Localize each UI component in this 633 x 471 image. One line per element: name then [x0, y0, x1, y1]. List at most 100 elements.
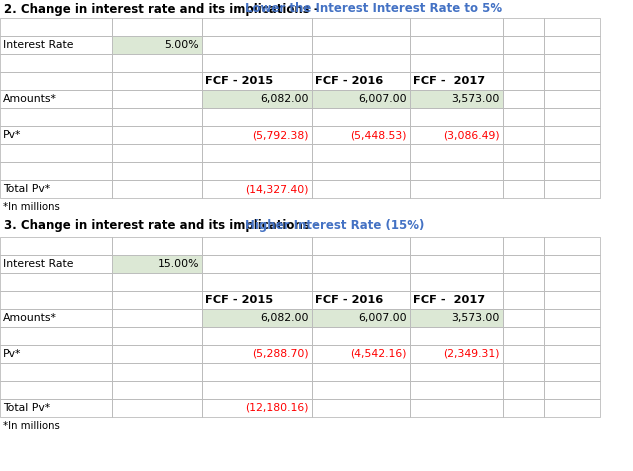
- Bar: [312, 54, 410, 72]
- Bar: [312, 309, 410, 327]
- Bar: [312, 90, 410, 108]
- Bar: [544, 108, 600, 126]
- Bar: [112, 327, 202, 345]
- Bar: [544, 273, 600, 291]
- Text: Pv*: Pv*: [3, 130, 22, 140]
- Text: (5,792.38): (5,792.38): [253, 130, 309, 140]
- Bar: [202, 237, 312, 255]
- Bar: [312, 162, 410, 180]
- Bar: [312, 399, 410, 417]
- Bar: [544, 90, 600, 108]
- Bar: [202, 255, 312, 273]
- Bar: [202, 399, 312, 417]
- Text: FCF - 2015: FCF - 2015: [205, 76, 273, 86]
- Bar: [312, 255, 410, 273]
- Text: Interest Rate: Interest Rate: [3, 259, 73, 269]
- Bar: [503, 399, 544, 417]
- Bar: [202, 144, 312, 162]
- Bar: [312, 291, 410, 309]
- Bar: [112, 255, 202, 273]
- Text: (2,349.31): (2,349.31): [444, 349, 500, 359]
- Bar: [112, 237, 202, 255]
- Bar: [503, 327, 544, 345]
- Text: *In millions: *In millions: [3, 421, 60, 431]
- Bar: [112, 108, 202, 126]
- Bar: [112, 363, 202, 381]
- Bar: [410, 291, 503, 309]
- Bar: [503, 162, 544, 180]
- Bar: [503, 381, 544, 399]
- Bar: [202, 162, 312, 180]
- Bar: [112, 18, 202, 36]
- Text: Amounts*: Amounts*: [3, 313, 57, 323]
- Bar: [202, 108, 312, 126]
- Bar: [202, 72, 312, 90]
- Bar: [544, 54, 600, 72]
- Bar: [544, 327, 600, 345]
- Bar: [112, 291, 202, 309]
- Bar: [112, 126, 202, 144]
- Bar: [112, 144, 202, 162]
- Bar: [410, 273, 503, 291]
- Bar: [503, 54, 544, 72]
- Bar: [544, 345, 600, 363]
- Text: 6,007.00: 6,007.00: [358, 313, 407, 323]
- Text: Pv*: Pv*: [3, 349, 22, 359]
- Text: 3,573.00: 3,573.00: [451, 94, 500, 104]
- Bar: [544, 36, 600, 54]
- Text: FCF -  2017: FCF - 2017: [413, 295, 485, 305]
- Bar: [503, 345, 544, 363]
- Bar: [312, 108, 410, 126]
- Bar: [202, 54, 312, 72]
- Text: FCF -  2017: FCF - 2017: [413, 76, 485, 86]
- Bar: [0, 180, 112, 198]
- Bar: [410, 237, 503, 255]
- Bar: [544, 291, 600, 309]
- Text: (4,542.16): (4,542.16): [351, 349, 407, 359]
- Bar: [312, 126, 410, 144]
- Bar: [202, 309, 312, 327]
- Bar: [503, 126, 544, 144]
- Bar: [0, 144, 112, 162]
- Bar: [503, 291, 544, 309]
- Bar: [312, 18, 410, 36]
- Bar: [410, 381, 503, 399]
- Bar: [544, 18, 600, 36]
- Bar: [202, 90, 503, 108]
- Text: 6,007.00: 6,007.00: [358, 94, 407, 104]
- Text: (3,086.49): (3,086.49): [443, 130, 500, 140]
- Text: FCF - 2016: FCF - 2016: [315, 295, 383, 305]
- Bar: [544, 255, 600, 273]
- Bar: [0, 363, 112, 381]
- Text: 5.00%: 5.00%: [165, 40, 199, 50]
- Bar: [410, 162, 503, 180]
- Bar: [544, 399, 600, 417]
- Bar: [544, 162, 600, 180]
- Text: *In millions: *In millions: [3, 202, 60, 212]
- Text: (5,448.53): (5,448.53): [351, 130, 407, 140]
- Bar: [112, 273, 202, 291]
- Bar: [312, 327, 410, 345]
- Bar: [0, 126, 112, 144]
- Bar: [112, 72, 202, 90]
- Bar: [112, 90, 202, 108]
- Bar: [410, 309, 503, 327]
- Bar: [312, 273, 410, 291]
- Bar: [312, 309, 410, 327]
- Bar: [0, 327, 112, 345]
- Bar: [202, 291, 312, 309]
- Bar: [112, 255, 202, 273]
- Text: Amounts*: Amounts*: [3, 94, 57, 104]
- Text: (12,180.16): (12,180.16): [246, 403, 309, 413]
- Bar: [0, 72, 112, 90]
- Bar: [202, 309, 312, 327]
- Bar: [410, 72, 503, 90]
- Text: FCF - 2015: FCF - 2015: [205, 295, 273, 305]
- Bar: [202, 345, 312, 363]
- Bar: [202, 381, 312, 399]
- Bar: [112, 381, 202, 399]
- Bar: [112, 36, 202, 54]
- Text: Higher Interest Rate (15%): Higher Interest Rate (15%): [245, 219, 424, 232]
- Bar: [202, 273, 312, 291]
- Bar: [0, 381, 112, 399]
